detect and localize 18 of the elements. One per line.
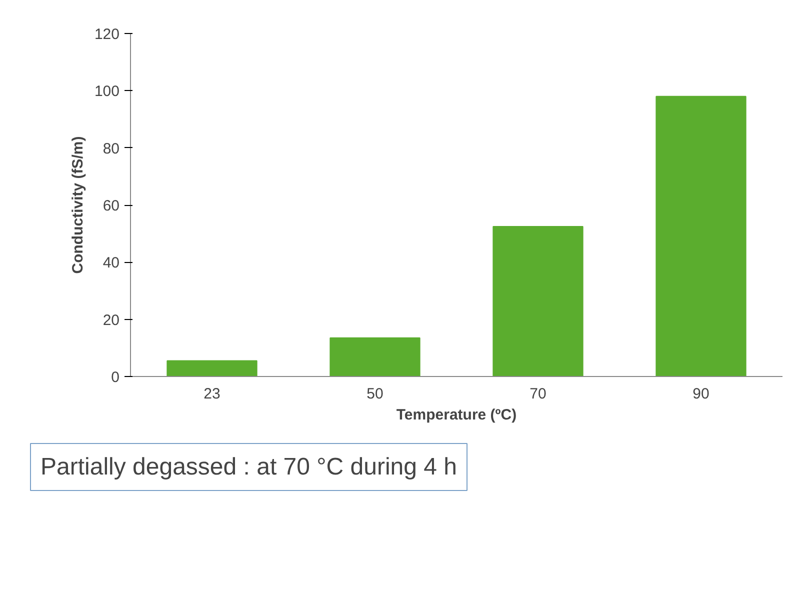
bar (166, 360, 258, 376)
bar (330, 337, 420, 376)
y-axis-title: Conductivity (fS/m) (69, 136, 86, 274)
x-tick-label: 70 (530, 386, 546, 402)
y-tick-label: 80 (102, 140, 120, 158)
x-tick-label: 50 (366, 386, 384, 402)
text: Partially degassed : at 70 °C during 4 h (40, 454, 458, 480)
y-tick-label: 100 (94, 83, 120, 100)
y-tick-label: 0 (111, 369, 120, 386)
y-tick-label: 120 (94, 26, 120, 43)
y-tick-label: 60 (102, 198, 120, 214)
bar (656, 96, 746, 376)
y-tick-label: 40 (102, 254, 120, 272)
x-tick-label: 90 (692, 386, 710, 402)
x-axis-title: Temperature (ºC) (396, 406, 517, 424)
y-tick-label: 20 (102, 312, 120, 329)
bar (492, 226, 584, 376)
x-tick-label: 23 (204, 386, 220, 402)
